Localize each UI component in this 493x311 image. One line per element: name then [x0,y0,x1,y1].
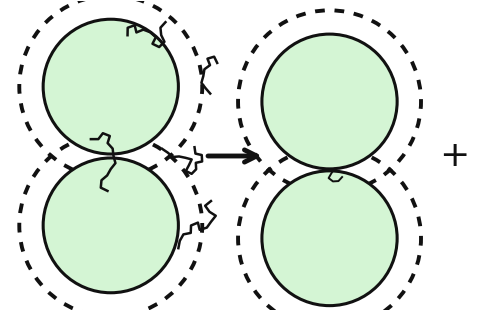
Circle shape [43,19,178,154]
Circle shape [262,34,397,169]
Circle shape [262,171,397,306]
Circle shape [43,158,178,293]
Text: +: + [439,139,469,173]
